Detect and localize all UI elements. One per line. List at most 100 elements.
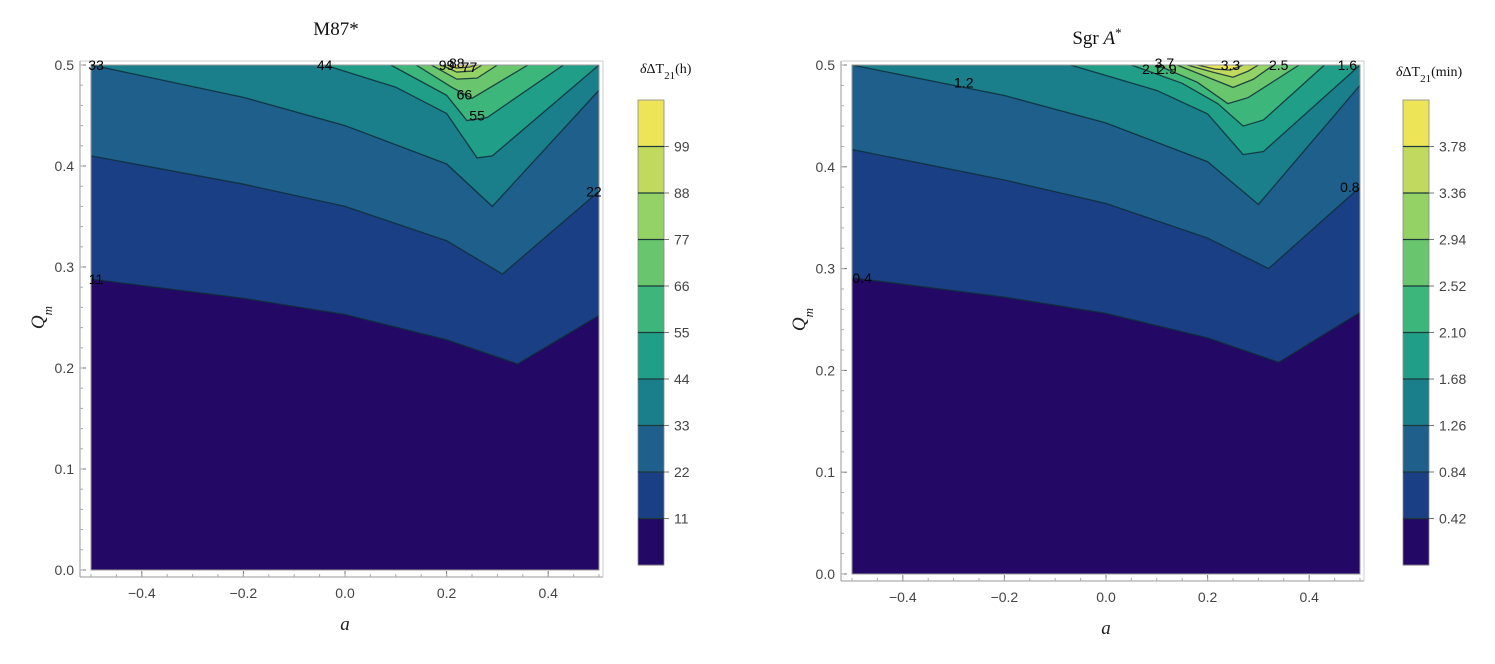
colorbar-tick-label: 22: [674, 464, 690, 480]
chart-title-sup: *: [1115, 25, 1122, 40]
x-tick-label: 0.4: [538, 585, 558, 601]
colorbar-title: δΔT21(min): [1396, 65, 1463, 85]
colorbar-tick-label: 99: [674, 139, 690, 155]
contour-label: 88: [449, 55, 465, 71]
colorbar-segment-3: [1403, 379, 1429, 426]
y-tick-label: 0.0: [816, 566, 836, 582]
y-tick-label: 0.3: [816, 261, 836, 277]
colorbar-tick-label: 0.84: [1439, 464, 1466, 480]
colorbar-tick-label: 88: [674, 185, 690, 201]
contour-label: 3.7: [1155, 55, 1175, 71]
colorbar-tick-label: 3.36: [1439, 185, 1466, 201]
contour-line-2: [851, 64, 1361, 206]
x-tick-label: 0.4: [1299, 589, 1319, 605]
contour-label: 77: [462, 59, 478, 75]
colorbar-segment-7: [638, 193, 664, 240]
contour-label: 0.4: [852, 270, 872, 286]
colorbar-tick-label: 66: [674, 278, 690, 294]
colorbar-segment-6: [638, 239, 664, 287]
contour-line-0: [90, 278, 600, 365]
contour-label: 99: [439, 57, 455, 73]
contour-label: 33: [88, 57, 104, 73]
contour-region-0: [852, 277, 1360, 574]
contour-label: 22: [586, 183, 602, 199]
colorbar-tick-label: 1.68: [1439, 371, 1466, 387]
x-tick-label: 0.0: [335, 585, 355, 601]
contour-label: 44: [317, 57, 333, 73]
colorbar-segment-9: [1403, 100, 1429, 147]
colorbar-title-delta: δ: [640, 62, 647, 77]
x-tick-label: −0.2: [230, 585, 258, 601]
contour-label: 66: [457, 86, 473, 102]
contour-label: 2.9: [1157, 61, 1177, 77]
y-tick-label: 0.4: [816, 159, 836, 175]
contour-label: 55: [469, 108, 485, 124]
y-tick-label: 0.4: [55, 158, 75, 174]
contour-region-0: [91, 279, 599, 570]
chart-panel-0: −0.4 −0.2 0.0 0.2 0.4 0.0 0.1 0.2 0.3 0.4 0.5 a Qm M8…: [28, 19, 692, 635]
colorbar-segment-0: [638, 518, 664, 566]
x-tick-label: 0.2: [1198, 589, 1218, 605]
x-axis-label: a: [340, 614, 350, 635]
x-tick-label: 0.2: [437, 585, 457, 601]
plot-frame: [90, 64, 600, 571]
contour-line-5: [415, 64, 529, 100]
colorbar-tick-label: 2.94: [1439, 232, 1466, 248]
colorbar-tick-label: 2.52: [1439, 278, 1466, 294]
colorbar-segment-1: [638, 472, 664, 519]
y-tick-label: 0.0: [55, 562, 75, 578]
colorbar-segment-5: [1403, 286, 1429, 333]
contour-line-3: [324, 64, 600, 159]
colorbar-title-sub: 21: [664, 70, 675, 82]
colorbar-segment-8: [638, 146, 664, 194]
contour-line-8: [1197, 64, 1244, 71]
y-tick-label: 0.2: [816, 362, 836, 378]
colorbar-tick-label: 55: [674, 325, 690, 341]
colorbar-segment-6: [1403, 239, 1429, 287]
colorbar-segment-9: [638, 100, 664, 147]
x-tick-label: −0.4: [128, 585, 156, 601]
chart-title-italic: A: [1102, 28, 1116, 49]
chart-panel-1: −0.4 −0.2 0.0 0.2 0.4 0.0 0.1 0.2 0.3 0.4 0.5 a Qm Sg…: [789, 25, 1466, 640]
y-axis-label-sub: m: [801, 308, 816, 317]
colorbar-tick-label: 33: [674, 418, 690, 434]
colorbar-title: δΔT21(h): [640, 62, 692, 82]
contour-line-7: [441, 64, 483, 73]
colorbar-title-main: ΔT: [1403, 65, 1421, 80]
contour-line-8: [446, 64, 478, 69]
y-tick-label: 0.1: [55, 461, 75, 477]
colorbar-tick-label: 2.10: [1439, 325, 1466, 341]
colorbar-tick-label: 1.26: [1439, 418, 1466, 434]
colorbar-segment-3: [638, 379, 664, 426]
contour-line-1: [851, 148, 1361, 270]
contour-label: 0.8: [1340, 179, 1360, 195]
contour-line-5: [1156, 64, 1300, 105]
colorbar-segment-1: [1403, 472, 1429, 519]
colorbar-segment-5: [638, 286, 664, 333]
contour-label: 2.5: [1269, 57, 1289, 73]
contour-line-0: [851, 277, 1361, 363]
chart-title: Sgr A*: [1072, 25, 1121, 50]
contour-line-4: [1131, 64, 1325, 127]
plot-frame: [851, 64, 1361, 575]
colorbar-tick-label: 3.78: [1439, 139, 1466, 155]
colorbar-title-sub: 21: [1420, 73, 1431, 85]
contour-line-6: [1176, 64, 1275, 89]
contour-label: 1.2: [954, 74, 974, 90]
y-tick-label: 0.5: [55, 57, 75, 73]
colorbar-tick-label: 0.42: [1439, 511, 1466, 527]
y-tick-label: 0.5: [816, 57, 836, 73]
x-tick-label: −0.4: [889, 589, 917, 605]
colorbar-title-main: ΔT: [647, 62, 665, 77]
colorbar-tick-label: 11: [674, 511, 689, 527]
contour-line-6: [431, 64, 498, 80]
colorbar-segment-8: [1403, 146, 1429, 194]
x-axis-label: a: [1101, 618, 1111, 639]
contour-label: 1.6: [1338, 57, 1358, 73]
y-tick-label: 0.1: [816, 464, 836, 480]
colorbar-segment-2: [638, 425, 664, 473]
contour-label: 3.3: [1221, 57, 1241, 73]
colorbar-tick-label: 44: [674, 371, 690, 387]
contour-line-3: [1070, 64, 1361, 156]
